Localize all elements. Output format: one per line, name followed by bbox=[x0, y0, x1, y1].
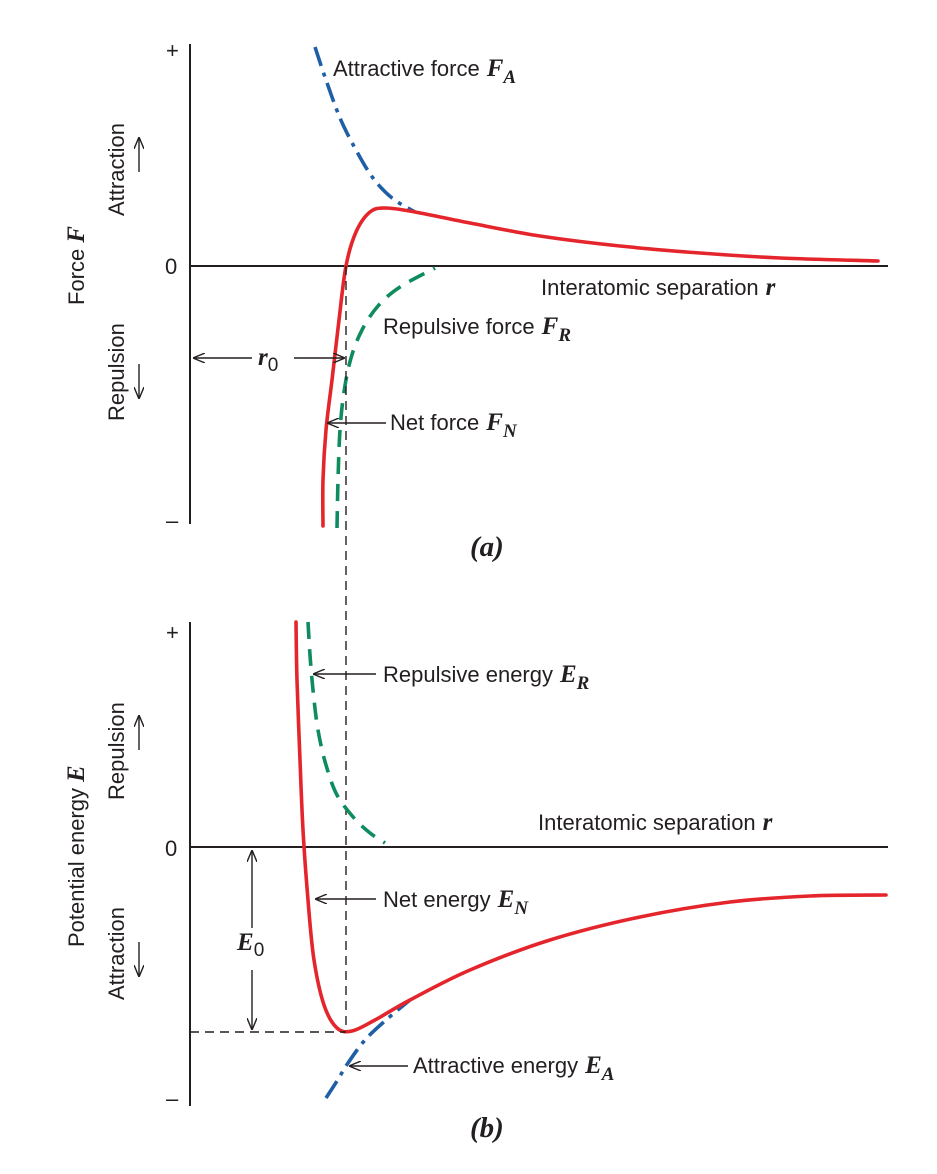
panel-a-attraction-label: Attraction bbox=[104, 123, 129, 216]
panel-a-tick-plus: + bbox=[166, 38, 179, 63]
net-force-curve bbox=[320, 206, 880, 528]
panel-a-tick-minus: – bbox=[166, 508, 179, 533]
panel-a-repulsion-label: Repulsion bbox=[104, 323, 129, 421]
panel-a-tick-zero: 0 bbox=[165, 254, 177, 279]
panel-b-attraction-label: Attraction bbox=[104, 907, 129, 1000]
panel-b-tick-plus: + bbox=[166, 620, 179, 645]
panel-b-caption: (b) bbox=[470, 1112, 504, 1144]
e0-label: E0 bbox=[236, 929, 264, 961]
panel-a-caption: (a) bbox=[470, 531, 504, 563]
panel-b-tick-zero: 0 bbox=[165, 836, 177, 861]
repulsive-energy-label: Repulsive energy ER bbox=[383, 661, 589, 694]
panel-b-y-axis-title: Potential energyE bbox=[63, 765, 90, 947]
net-force-label: Net force FN bbox=[390, 409, 518, 442]
attractive-force-curve bbox=[313, 46, 416, 214]
attractive-energy-curve bbox=[324, 998, 412, 1099]
attractive-energy-label: Attractive energy EA bbox=[413, 1052, 614, 1085]
panel-b-tick-minus: – bbox=[166, 1086, 179, 1111]
panel-a: + 0 – ForceF Attraction Repulsion Intera… bbox=[63, 38, 888, 563]
repulsive-energy-curve bbox=[306, 621, 387, 845]
repulsive-force-curve bbox=[335, 266, 436, 529]
net-energy-label: Net energy EN bbox=[383, 886, 529, 919]
panel-a-y-axis-title: ForceF bbox=[63, 226, 90, 305]
panel-b-x-axis-title: Interatomic separation r bbox=[538, 809, 773, 836]
panel-a-x-axis-title: Interatomic separation r bbox=[541, 274, 776, 301]
net-energy-curve bbox=[294, 620, 888, 1034]
panel-b: + 0 – Potential energyE Repulsion Attrac… bbox=[63, 620, 888, 1144]
panel-b-repulsion-label: Repulsion bbox=[104, 702, 129, 800]
attractive-force-label: Attractive force FA bbox=[333, 55, 516, 88]
r0-label: r0 bbox=[258, 344, 278, 376]
repulsive-force-label: Repulsive force FR bbox=[383, 313, 571, 346]
